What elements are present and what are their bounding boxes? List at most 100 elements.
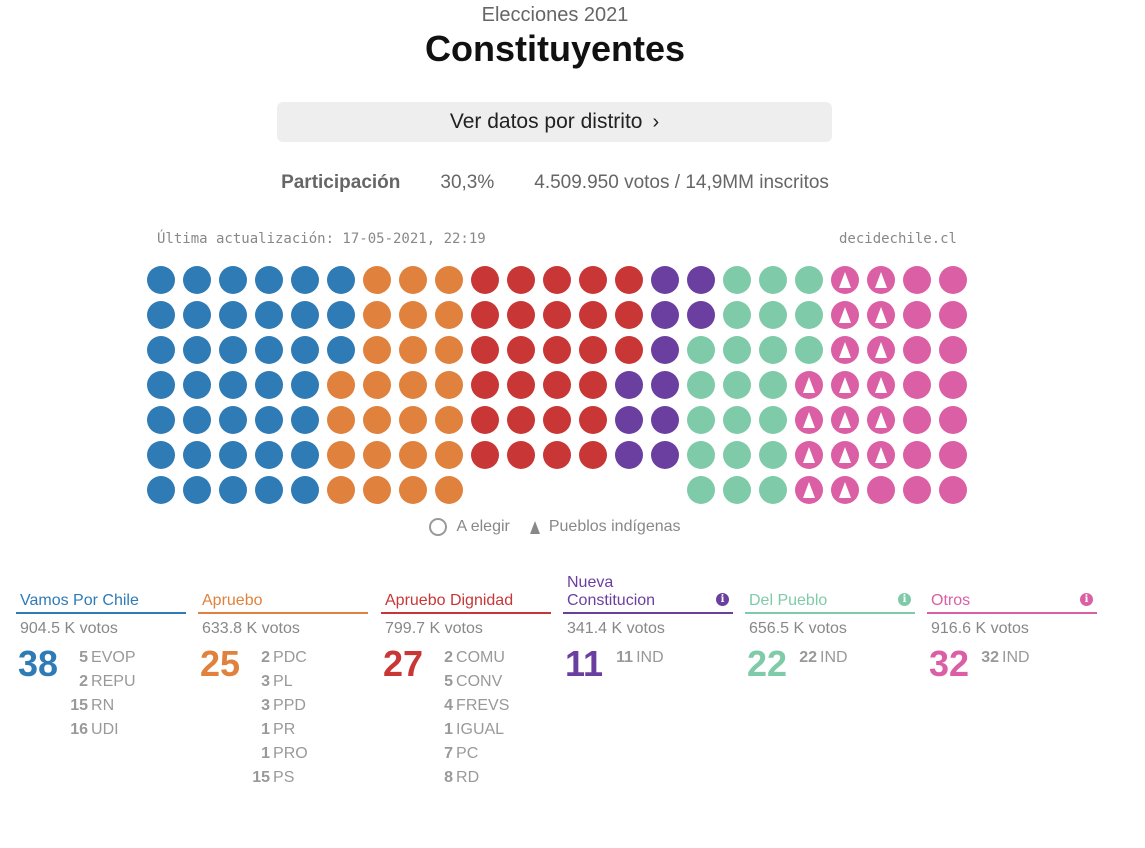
legend: A elegir Pueblos indígenas bbox=[0, 518, 1110, 536]
seat bbox=[543, 301, 571, 329]
party-list: 5 EVOP 2 REPU 15 RN 16 UDI bbox=[66, 644, 135, 742]
party-row: 32 IND bbox=[977, 646, 1029, 670]
info-icon[interactable]: i bbox=[898, 593, 911, 606]
chevron-right-icon: › bbox=[652, 110, 660, 133]
seat bbox=[507, 266, 535, 294]
seat bbox=[183, 441, 211, 469]
seat bbox=[507, 371, 535, 399]
seat bbox=[435, 476, 463, 504]
seat bbox=[543, 406, 571, 434]
seat bbox=[687, 266, 715, 294]
seat bbox=[615, 266, 643, 294]
legend-item-indigenous: Pueblos indígenas bbox=[529, 518, 681, 536]
seat bbox=[255, 371, 283, 399]
party-row: 3 PL bbox=[248, 670, 308, 694]
party-name: RN bbox=[91, 697, 115, 714]
seat bbox=[471, 336, 499, 364]
seat bbox=[219, 266, 247, 294]
coalition-votes: 341.4 K votos bbox=[567, 620, 665, 637]
seat bbox=[795, 266, 823, 294]
seat bbox=[759, 476, 787, 504]
district-button[interactable]: Ver datos por distrito › bbox=[277, 102, 832, 142]
seat bbox=[543, 266, 571, 294]
party-seats: 7 bbox=[444, 745, 454, 762]
seat bbox=[939, 476, 967, 504]
seat bbox=[147, 266, 175, 294]
party-row: 1 IGUAL bbox=[431, 718, 509, 742]
seat bbox=[543, 441, 571, 469]
party-list: 22 IND bbox=[795, 644, 847, 684]
seat bbox=[687, 371, 715, 399]
info-icon[interactable]: i bbox=[1080, 593, 1093, 606]
seat bbox=[687, 336, 715, 364]
coalition-votes: 656.5 K votos bbox=[749, 620, 847, 637]
seat bbox=[327, 301, 355, 329]
party-row: 15 PS bbox=[248, 766, 308, 790]
party-seats: 1 bbox=[444, 721, 454, 738]
party-seats: 15 bbox=[70, 697, 89, 714]
seat-indigenous bbox=[867, 301, 895, 329]
coalition-seat-total: 11 bbox=[565, 643, 604, 684]
subtitle: Elecciones 2021 bbox=[481, 4, 629, 26]
seat-indigenous bbox=[795, 441, 823, 469]
seat bbox=[471, 406, 499, 434]
district-button-label: Ver datos por distrito bbox=[449, 110, 643, 133]
seat bbox=[363, 266, 391, 294]
info-icon[interactable]: i bbox=[716, 593, 729, 606]
party-seats: 5 bbox=[79, 649, 89, 666]
party-row: 2 REPU bbox=[66, 670, 135, 694]
seat bbox=[219, 441, 247, 469]
seat bbox=[399, 266, 427, 294]
seat bbox=[759, 441, 787, 469]
seat bbox=[759, 336, 787, 364]
party-name: RD bbox=[456, 769, 480, 786]
party-list: 2 COMU 5 CONV 4 FREVS 1 IGUAL 7 PC 8 RD bbox=[431, 644, 509, 790]
seat bbox=[183, 336, 211, 364]
seat bbox=[903, 266, 931, 294]
seat bbox=[507, 406, 535, 434]
seat bbox=[579, 266, 607, 294]
seat bbox=[615, 301, 643, 329]
source-link[interactable]: decidechile.cl bbox=[838, 231, 957, 247]
party-name: UDI bbox=[91, 721, 119, 738]
seat bbox=[327, 406, 355, 434]
seat bbox=[291, 371, 319, 399]
seat bbox=[903, 476, 931, 504]
seat bbox=[327, 266, 355, 294]
seat bbox=[903, 301, 931, 329]
legend-label-to-elect: A elegir bbox=[456, 518, 510, 535]
seat bbox=[939, 441, 967, 469]
last-updated: Última actualización: 17-05-2021, 22:19 bbox=[157, 231, 486, 247]
coalition-seat-total: 27 bbox=[383, 643, 424, 684]
party-seats: 15 bbox=[252, 769, 271, 786]
coalition-votes: 633.8 K votos bbox=[202, 620, 300, 637]
seat bbox=[363, 301, 391, 329]
party-name: PRO bbox=[273, 745, 308, 762]
party-name: CONV bbox=[456, 673, 503, 690]
coalition-header: Del Pueblo i bbox=[745, 578, 915, 614]
party-name: COMU bbox=[456, 649, 505, 666]
seat bbox=[759, 266, 787, 294]
seat-indigenous bbox=[831, 336, 859, 364]
party-name: EVOP bbox=[91, 649, 136, 666]
participation-row: Participación 30,3% 4.509.950 votos / 14… bbox=[0, 172, 1110, 194]
seat bbox=[255, 476, 283, 504]
seat bbox=[147, 441, 175, 469]
seat bbox=[723, 301, 751, 329]
seat bbox=[183, 301, 211, 329]
coalition-card-nueva: Nueva Constitucion i 341.4 K votos 11 11 IND bbox=[563, 574, 733, 684]
coalition-name: Apruebo Dignidad bbox=[385, 592, 514, 609]
party-seats: 11 bbox=[616, 649, 634, 666]
coalition-votes: 799.7 K votos bbox=[385, 620, 483, 637]
coalition-card-apruebo: Apruebo 633.8 K votos 25 2 PDC 3 PL 3 PPD 1 PR 1 PRO… bbox=[198, 578, 368, 790]
seat bbox=[507, 441, 535, 469]
party-seats: 3 bbox=[261, 673, 271, 690]
seat bbox=[651, 371, 679, 399]
seat bbox=[183, 266, 211, 294]
seat bbox=[651, 301, 679, 329]
seat bbox=[327, 476, 355, 504]
party-row: 16 UDI bbox=[66, 718, 135, 742]
seat bbox=[471, 266, 499, 294]
party-row: 7 PC bbox=[431, 742, 509, 766]
seat bbox=[399, 301, 427, 329]
